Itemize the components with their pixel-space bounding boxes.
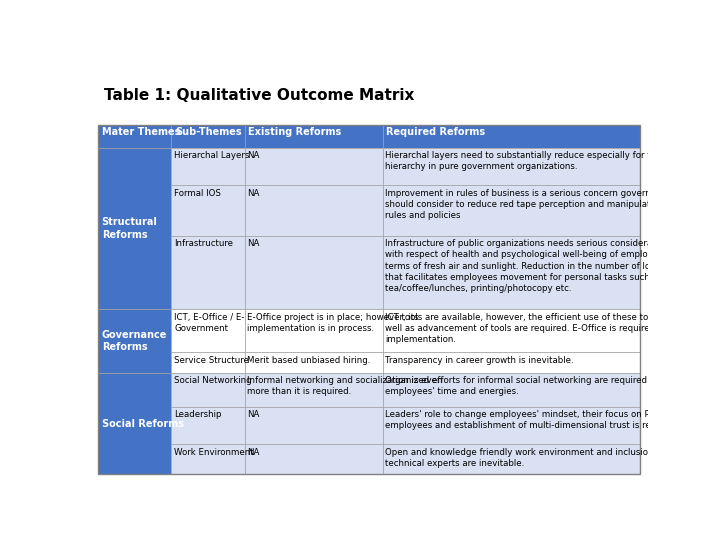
Text: NA: NA: [247, 239, 260, 248]
Bar: [99, 125, 171, 148]
Bar: [382, 125, 639, 148]
Text: Leadership: Leadership: [174, 410, 222, 419]
Text: NA: NA: [247, 448, 260, 457]
Bar: [171, 444, 245, 474]
Bar: [171, 353, 245, 373]
Text: Existing Reforms: Existing Reforms: [248, 127, 341, 137]
Text: Mater Themes: Mater Themes: [102, 127, 180, 137]
Bar: [245, 353, 382, 373]
Text: Open and knowledge friendly work environment and inclusion of
technical experts : Open and knowledge friendly work environ…: [385, 448, 665, 468]
Text: Leaders' role to change employees' mindset, their focus on PSM of
employees and : Leaders' role to change employees' minds…: [385, 410, 681, 430]
Text: Improvement in rules of business is a serious concern government
should consider: Improvement in rules of business is a se…: [385, 188, 675, 220]
Bar: [245, 444, 382, 474]
Text: Sub-Themes: Sub-Themes: [175, 127, 241, 137]
Bar: [245, 407, 382, 444]
Text: Merit based unbiased hiring.: Merit based unbiased hiring.: [247, 356, 371, 364]
Text: NA: NA: [247, 410, 260, 419]
Bar: [245, 309, 382, 353]
Text: Work Environment: Work Environment: [174, 448, 254, 457]
Text: NA: NA: [247, 151, 260, 160]
Bar: [99, 309, 171, 373]
Text: Informal networking and socialization is even
more than it is required.: Informal networking and socialization is…: [247, 376, 443, 396]
Bar: [245, 185, 382, 236]
Bar: [382, 236, 639, 309]
Text: Service Structure: Service Structure: [174, 356, 249, 364]
Bar: [245, 373, 382, 407]
Bar: [382, 444, 639, 474]
Bar: [245, 125, 382, 148]
Bar: [382, 353, 639, 373]
Text: Hierarchal layers need to substantially reduce especially for technical
hierarch: Hierarchal layers need to substantially …: [385, 151, 687, 171]
Text: Required Reforms: Required Reforms: [386, 127, 485, 137]
Bar: [245, 148, 382, 185]
Text: Structural
Reforms: Structural Reforms: [102, 217, 158, 240]
Bar: [171, 125, 245, 148]
Bar: [382, 309, 639, 353]
Text: Transparency in career growth is inevitable.: Transparency in career growth is inevita…: [385, 356, 574, 364]
Bar: [382, 373, 639, 407]
Text: Governance
Reforms: Governance Reforms: [102, 330, 167, 352]
Text: Social Reforms: Social Reforms: [102, 418, 184, 429]
Bar: [99, 373, 171, 474]
Text: Infrastructure: Infrastructure: [174, 239, 233, 248]
Text: Hierarchal Layers: Hierarchal Layers: [174, 151, 250, 160]
Bar: [171, 185, 245, 236]
Bar: [99, 148, 171, 309]
Text: Formal IOS: Formal IOS: [174, 188, 221, 198]
Bar: [245, 236, 382, 309]
Text: ICT tools are available, however, the efficient use of these tools as
well as ad: ICT tools are available, however, the ef…: [385, 313, 685, 344]
Text: Infrastructure of public organizations needs serious consideration,
with respect: Infrastructure of public organizations n…: [385, 239, 688, 293]
Bar: [382, 148, 639, 185]
Text: ICT, E-Office / E-
Government: ICT, E-Office / E- Government: [174, 313, 245, 333]
Bar: [171, 148, 245, 185]
Text: NA: NA: [247, 188, 260, 198]
Bar: [171, 407, 245, 444]
Text: Social Networking: Social Networking: [174, 376, 252, 386]
Text: Organized efforts for informal social networking are required to save
employees': Organized efforts for informal social ne…: [385, 376, 682, 396]
Bar: [382, 407, 639, 444]
Bar: [99, 125, 639, 474]
Bar: [171, 309, 245, 353]
Bar: [382, 185, 639, 236]
Bar: [171, 373, 245, 407]
Bar: [171, 236, 245, 309]
Text: E-Office project is in place; however, its
implementation is in process.: E-Office project is in place; however, i…: [247, 313, 419, 333]
Text: Table 1: Qualitative Outcome Matrix: Table 1: Qualitative Outcome Matrix: [104, 87, 414, 103]
